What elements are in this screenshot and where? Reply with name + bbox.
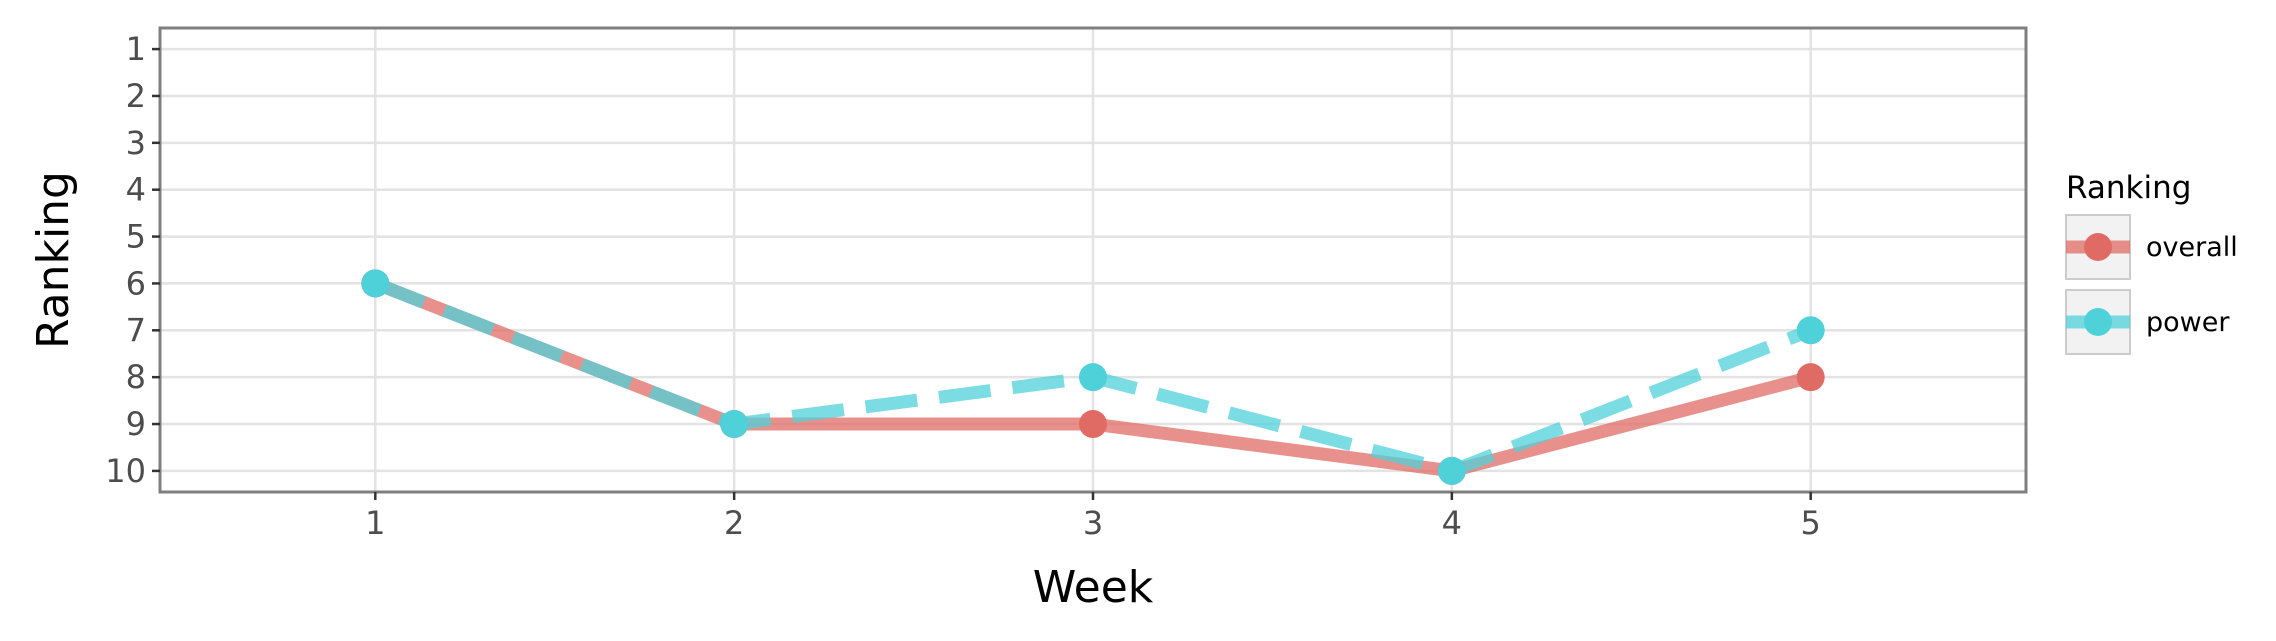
y-tick-label: 6 [126,264,146,302]
y-tick-label: 8 [126,358,146,396]
data-point-power [1437,456,1466,485]
data-point-overall [1796,363,1825,392]
x-axis-title: Week [1033,562,1154,613]
data-point-power [720,410,749,439]
x-axis: 1 2 3 4 5 [365,492,1821,542]
data-point-power [1796,316,1825,345]
y-tick-label: 4 [126,171,146,209]
y-axis-title: Ranking [28,171,79,349]
grid [160,28,2026,492]
data-point-overall [1079,410,1107,439]
legend-label-overall: overall [2146,232,2238,263]
y-tick-label: 7 [126,311,146,349]
y-tick-label: 9 [126,405,146,443]
y-tick-label: 5 [126,218,146,256]
y-tick-label: 10 [105,452,146,490]
x-tick-label: 4 [1442,504,1462,542]
legend-point-power [2084,308,2112,336]
legend-label-power: power [2146,307,2230,338]
y-tick-label: 3 [126,124,146,162]
data-point-power [361,269,390,298]
data-point-power [1079,363,1107,392]
x-tick-label: 1 [365,504,385,542]
legend: Ranking overall power [2065,170,2238,355]
x-tick-label: 3 [1083,504,1103,542]
series-layer [361,269,1825,485]
x-tick-label: 2 [724,504,744,542]
legend-title: Ranking [2066,170,2191,206]
y-axis: 1 2 3 4 5 6 7 8 9 10 [105,30,160,490]
x-tick-label: 5 [1801,504,1821,542]
legend-point-overall [2084,233,2112,261]
y-tick-label: 2 [126,77,146,115]
y-tick-label: 1 [126,30,146,68]
